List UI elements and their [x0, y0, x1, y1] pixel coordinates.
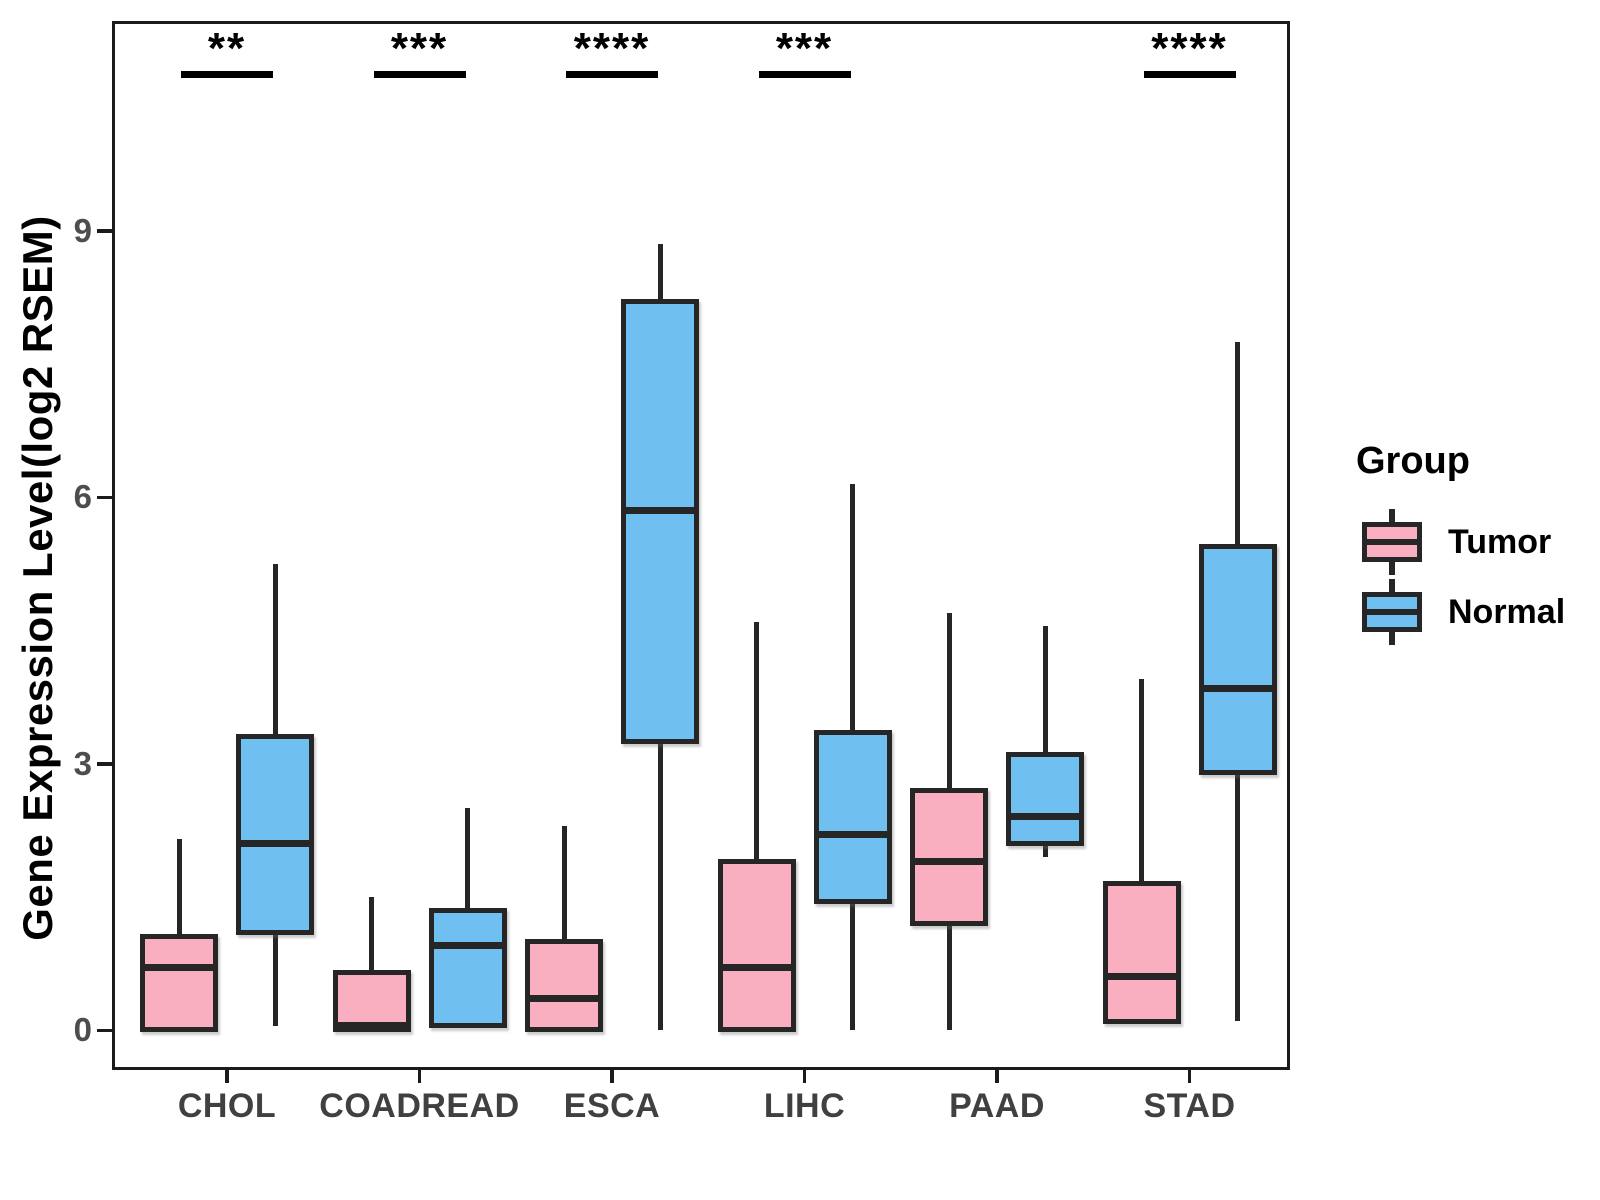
box-tumor-PAAD — [910, 787, 988, 926]
sig-bar-LIHC — [758, 71, 851, 78]
whisker-upper-tumor-CHOL — [176, 839, 182, 937]
y-tick-mark-0 — [97, 1028, 112, 1032]
y-tick-mark-3 — [97, 762, 112, 766]
whisker-upper-tumor-STAD — [1139, 679, 1144, 884]
sig-stars-ESCA: **** — [573, 24, 651, 73]
y-tick-label-6: 6 — [73, 478, 92, 516]
sig-bar-ESCA — [566, 71, 658, 78]
legend-title: Group — [1356, 440, 1470, 482]
whisker-lower-normal-LIHC — [850, 901, 855, 1030]
whisker-upper-tumor-ESCA — [561, 825, 567, 942]
sig-stars-CHOL: ** — [207, 24, 247, 73]
median-tumor-COADREAD — [332, 1022, 411, 1030]
whisker-upper-tumor-PAAD — [946, 612, 952, 791]
box-normal-PAAD — [1006, 752, 1084, 847]
box-tumor-CHOL — [140, 934, 218, 1033]
whisker-upper-normal-CHOL — [272, 563, 278, 737]
median-tumor-STAD — [1102, 973, 1181, 981]
median-tumor-ESCA — [525, 995, 603, 1003]
x-tick-label-COADREAD: COADREAD — [319, 1087, 520, 1125]
box-normal-STAD — [1198, 543, 1277, 775]
y-tick-mark-6 — [97, 495, 112, 500]
median-tumor-CHOL — [140, 964, 218, 972]
median-normal-STAD — [1198, 684, 1277, 692]
x-tick-mark-ESCA — [610, 1068, 614, 1083]
median-tumor-LIHC — [717, 964, 796, 972]
box-normal-CHOL — [236, 734, 314, 935]
x-tick-mark-STAD — [1187, 1068, 1192, 1083]
y-tick-label-3: 3 — [73, 744, 92, 782]
sig-stars-COADREAD: *** — [390, 24, 449, 73]
whisker-lower-normal-CHOL — [272, 932, 278, 1026]
box-normal-LIHC — [813, 730, 892, 904]
whisker-upper-normal-COADREAD — [465, 808, 470, 911]
whisker-upper-normal-ESCA — [657, 244, 663, 302]
y-axis-title: Gene Expression Level(log2 RSEM) — [14, 215, 61, 941]
median-tumor-PAAD — [910, 857, 988, 865]
x-tick-mark-PAAD — [995, 1068, 999, 1083]
x-tick-label-PAAD: PAAD — [949, 1087, 1045, 1125]
whisker-lower-normal-ESCA — [657, 741, 663, 1030]
sig-stars-LIHC: *** — [775, 24, 834, 73]
x-tick-mark-COADREAD — [417, 1068, 422, 1083]
median-normal-ESCA — [621, 507, 699, 515]
box-tumor-STAD — [1102, 880, 1181, 1024]
whisker-upper-tumor-LIHC — [754, 621, 759, 862]
y-tick-label-0: 0 — [73, 1011, 92, 1048]
whisker-upper-tumor-COADREAD — [369, 896, 374, 973]
x-tick-label-CHOL: CHOL — [177, 1087, 277, 1125]
median-normal-PAAD — [1006, 813, 1084, 821]
x-tick-label-LIHC: LIHC — [763, 1087, 846, 1125]
whisker-upper-normal-PAAD — [1042, 625, 1048, 755]
sig-bar-CHOL — [181, 71, 273, 78]
legend-normal-median-icon — [1362, 609, 1422, 615]
box-normal-COADREAD — [428, 907, 507, 1029]
legend-tumor-median-icon — [1362, 539, 1422, 545]
sig-bar-COADREAD — [373, 71, 466, 78]
box-normal-ESCA — [621, 299, 699, 744]
x-tick-label-STAD: STAD — [1143, 1087, 1236, 1125]
box-tumor-ESCA — [525, 938, 603, 1033]
median-normal-COADREAD — [428, 942, 507, 950]
whisker-lower-normal-PAAD — [1042, 843, 1048, 857]
median-normal-LIHC — [813, 831, 892, 839]
whisker-upper-normal-STAD — [1235, 341, 1240, 547]
whisker-lower-normal-STAD — [1235, 772, 1240, 1022]
box-tumor-LIHC — [717, 858, 796, 1033]
sig-bar-STAD — [1143, 71, 1236, 78]
sig-stars-STAD: **** — [1151, 24, 1228, 73]
whisker-lower-tumor-PAAD — [946, 923, 952, 1030]
x-tick-mark-LIHC — [802, 1068, 807, 1083]
x-tick-mark-CHOL — [225, 1068, 229, 1083]
whisker-upper-normal-LIHC — [850, 483, 855, 733]
legend-item-tumor-label: Tumor — [1448, 523, 1552, 561]
x-tick-label-ESCA: ESCA — [563, 1087, 661, 1125]
y-tick-label-9: 9 — [73, 211, 92, 249]
median-normal-CHOL — [236, 840, 314, 848]
y-tick-mark-9 — [97, 229, 112, 233]
box-tumor-COADREAD — [332, 969, 411, 1033]
legend-item-normal-label: Normal — [1448, 593, 1566, 631]
